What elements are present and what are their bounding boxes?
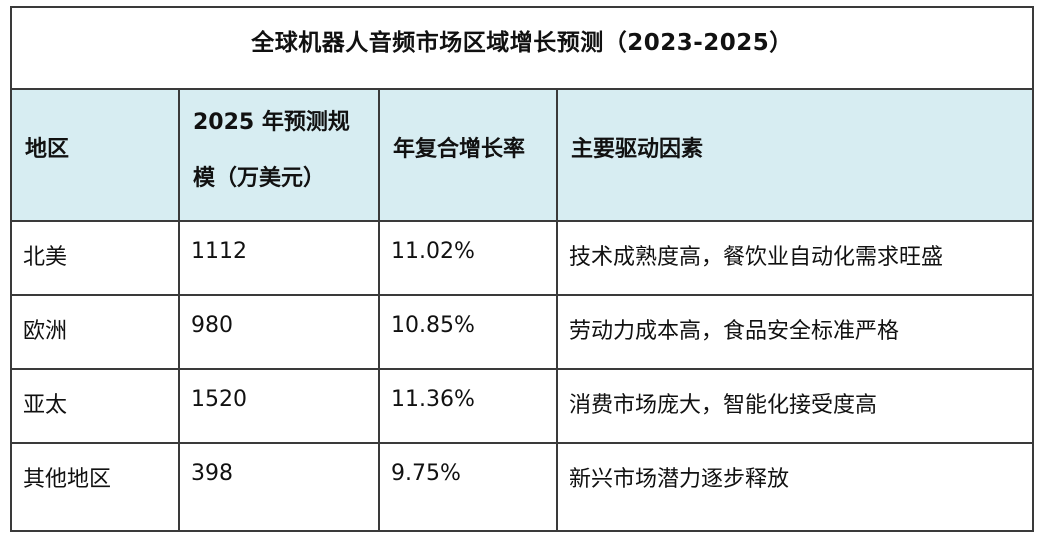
- table-row: 亚太 1520 11.36% 消费市场庞大，智能化接受度高: [10, 368, 1035, 444]
- size-cell: 980: [191, 313, 233, 338]
- table-row: 北美 1112 11.02% 技术成熟度高，餐饮业自动化需求旺盛: [10, 220, 1035, 296]
- header-cell-drivers: 主要驱动因素: [555, 88, 1035, 222]
- header-cagr: 年复合增长率: [393, 137, 526, 162]
- cagr-cell: 11.36%: [391, 387, 475, 412]
- table-row: 其他地区 398 9.75% 新兴市场潜力逐步释放: [10, 442, 1035, 532]
- header-size: 2025 年预测规模（万美元）: [193, 110, 350, 191]
- header-region: 地区: [25, 137, 70, 162]
- cagr-cell: 10.85%: [391, 313, 475, 338]
- size-cell: 1520: [191, 387, 247, 412]
- header-cell-size: 2025 年预测规模（万美元）: [178, 88, 380, 222]
- header-cell-cagr: 年复合增长率: [378, 88, 558, 222]
- header-drivers: 主要驱动因素: [571, 137, 704, 162]
- cagr-cell: 9.75%: [391, 461, 461, 486]
- forecast-table-container: 全球机器人音频市场区域增长预测（2023-2025） 地区 2025 年预测规模…: [9, 6, 1035, 532]
- header-cell-region: 地区: [10, 88, 180, 222]
- region-cell: 亚太: [23, 393, 68, 418]
- table-title: 全球机器人音频市场区域增长预测（2023-2025）: [251, 30, 793, 56]
- cagr-cell: 11.02%: [391, 239, 475, 264]
- size-cell: 1112: [191, 239, 247, 264]
- drivers-cell: 技术成熟度高，餐饮业自动化需求旺盛: [569, 245, 944, 270]
- forecast-table: 全球机器人音频市场区域增长预测（2023-2025） 地区 2025 年预测规模…: [9, 6, 1035, 532]
- drivers-cell: 新兴市场潜力逐步释放: [569, 467, 790, 492]
- table-row: 欧洲 980 10.85% 劳动力成本高，食品安全标准严格: [10, 294, 1035, 370]
- header-row: 地区 2025 年预测规模（万美元） 年复合增长率 主要驱动因素: [10, 88, 1035, 222]
- drivers-cell: 劳动力成本高，食品安全标准严格: [569, 319, 900, 344]
- table-title-cell: 全球机器人音频市场区域增长预测（2023-2025）: [9, 6, 1035, 90]
- drivers-cell: 消费市场庞大，智能化接受度高: [569, 393, 878, 418]
- size-cell: 398: [191, 461, 233, 486]
- region-cell: 北美: [23, 245, 68, 270]
- region-cell: 其他地区: [23, 467, 112, 492]
- region-cell: 欧洲: [23, 319, 68, 344]
